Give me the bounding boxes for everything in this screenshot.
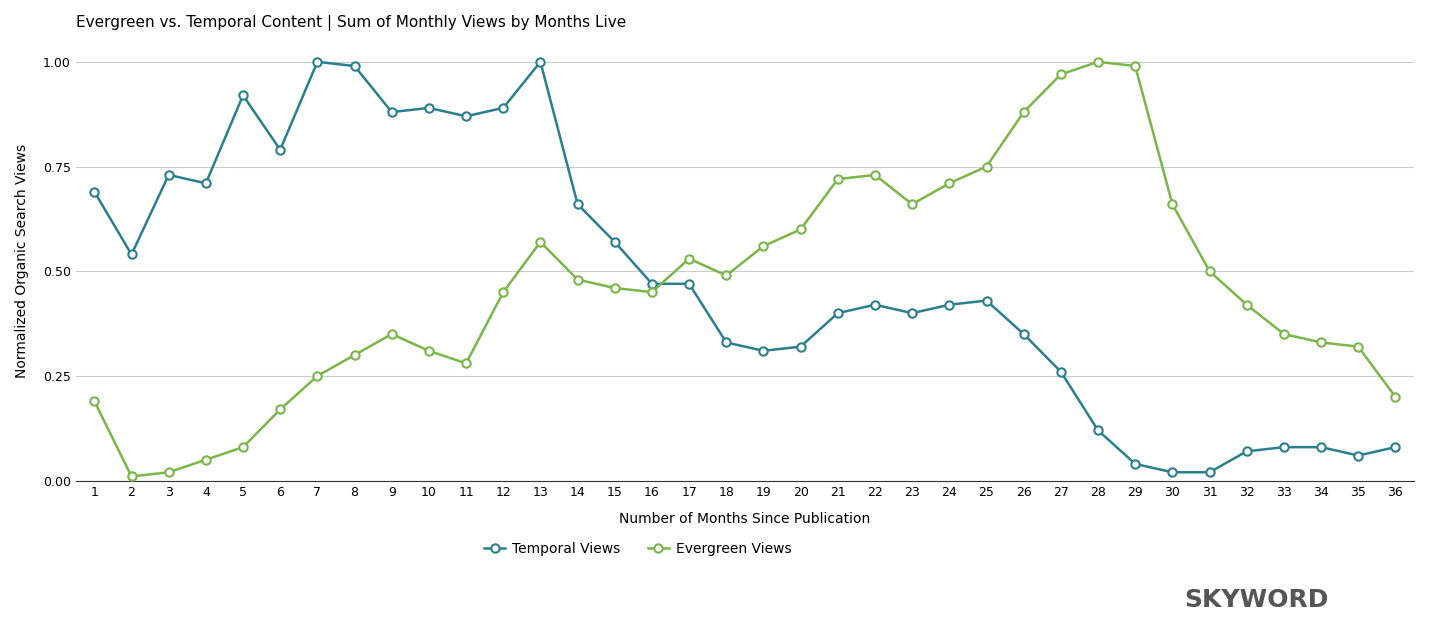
Evergreen Views xyxy=(309,372,326,380)
Temporal Views xyxy=(1386,443,1403,451)
Temporal Views xyxy=(792,343,809,350)
Evergreen Views xyxy=(829,175,846,183)
Temporal Views xyxy=(569,200,586,208)
Temporal Views xyxy=(123,251,140,258)
Evergreen Views xyxy=(717,272,735,279)
Line: Temporal Views: Temporal Views xyxy=(90,57,1399,477)
Evergreen Views xyxy=(1349,343,1366,350)
Temporal Views xyxy=(606,238,623,246)
Temporal Views xyxy=(1052,368,1069,376)
Evergreen Views xyxy=(1312,339,1329,346)
Text: SKYWORD: SKYWORD xyxy=(1185,588,1329,612)
Temporal Views xyxy=(346,62,363,70)
Evergreen Views xyxy=(420,347,437,355)
Evergreen Views xyxy=(197,456,214,464)
Evergreen Views xyxy=(234,443,252,451)
Evergreen Views xyxy=(866,171,883,179)
Temporal Views xyxy=(755,347,772,355)
Evergreen Views xyxy=(494,288,512,296)
Temporal Views xyxy=(86,188,103,195)
Temporal Views xyxy=(866,301,883,309)
Temporal Views xyxy=(940,301,957,309)
Evergreen Views xyxy=(1126,62,1143,70)
Evergreen Views xyxy=(903,200,920,208)
Temporal Views xyxy=(1238,447,1255,455)
Temporal Views xyxy=(383,108,400,116)
Evergreen Views xyxy=(457,360,474,367)
Y-axis label: Normalized Organic Search Views: Normalized Organic Search Views xyxy=(14,144,29,378)
Temporal Views xyxy=(1275,443,1292,451)
Temporal Views xyxy=(197,179,214,187)
Evergreen Views xyxy=(1200,267,1218,275)
Temporal Views xyxy=(234,91,252,99)
Evergreen Views xyxy=(569,276,586,283)
Evergreen Views xyxy=(86,397,103,405)
Temporal Views xyxy=(680,280,697,288)
Temporal Views xyxy=(903,309,920,317)
Temporal Views xyxy=(309,58,326,66)
Evergreen Views xyxy=(160,468,177,476)
Evergreen Views xyxy=(680,255,697,262)
Temporal Views xyxy=(272,146,289,154)
Evergreen Views xyxy=(346,351,363,359)
Temporal Views xyxy=(457,112,474,120)
Evergreen Views xyxy=(643,288,660,296)
Line: Evergreen Views: Evergreen Views xyxy=(90,57,1399,480)
Legend: Temporal Views, Evergreen Views: Temporal Views, Evergreen Views xyxy=(479,537,797,561)
Evergreen Views xyxy=(1275,330,1292,338)
Temporal Views xyxy=(1349,452,1366,459)
Temporal Views xyxy=(1312,443,1329,451)
Evergreen Views xyxy=(792,225,809,233)
Evergreen Views xyxy=(123,473,140,480)
Temporal Views xyxy=(420,104,437,112)
Evergreen Views xyxy=(1386,393,1403,401)
Evergreen Views xyxy=(383,330,400,338)
Temporal Views xyxy=(160,171,177,179)
Evergreen Views xyxy=(1052,71,1069,78)
Text: Evergreen vs. Temporal Content | Sum of Monthly Views by Months Live: Evergreen vs. Temporal Content | Sum of … xyxy=(76,15,626,31)
Temporal Views xyxy=(494,104,512,112)
Temporal Views xyxy=(1089,427,1106,434)
Temporal Views xyxy=(532,58,549,66)
Temporal Views xyxy=(1015,330,1032,338)
Temporal Views xyxy=(977,297,995,304)
Evergreen Views xyxy=(977,163,995,170)
Evergreen Views xyxy=(606,284,623,292)
Evergreen Views xyxy=(532,238,549,246)
Temporal Views xyxy=(829,309,846,317)
Evergreen Views xyxy=(1015,108,1032,116)
Evergreen Views xyxy=(272,406,289,413)
Evergreen Views xyxy=(755,242,772,250)
Temporal Views xyxy=(1163,468,1180,476)
Temporal Views xyxy=(1200,468,1218,476)
Evergreen Views xyxy=(1163,200,1180,208)
Temporal Views xyxy=(1126,460,1143,468)
Temporal Views xyxy=(717,339,735,346)
Temporal Views xyxy=(643,280,660,288)
Evergreen Views xyxy=(1238,301,1255,309)
X-axis label: Number of Months Since Publication: Number of Months Since Publication xyxy=(619,512,870,526)
Evergreen Views xyxy=(1089,58,1106,66)
Evergreen Views xyxy=(940,179,957,187)
